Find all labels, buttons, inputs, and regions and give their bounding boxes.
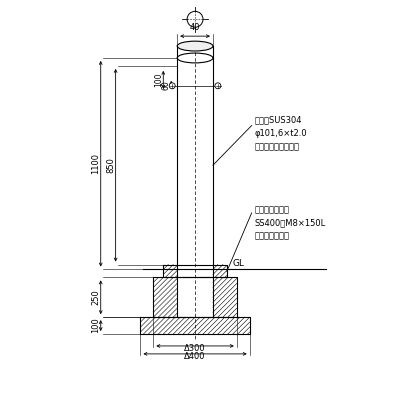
Ellipse shape — [177, 41, 213, 51]
Text: 40: 40 — [190, 23, 200, 32]
Text: Δ400: Δ400 — [184, 352, 206, 361]
Text: アンカーボルト
SS400　M8×150L
ユニクロメッキ: アンカーボルト SS400 M8×150L ユニクロメッキ — [255, 205, 326, 240]
Text: GL: GL — [233, 258, 245, 267]
Text: 支柱　SUS304
φ101,6×t2.0
ヘアーライン仕上げ: 支柱 SUS304 φ101,6×t2.0 ヘアーライン仕上げ — [255, 116, 307, 151]
Text: 250: 250 — [91, 290, 100, 305]
Text: 60: 60 — [162, 80, 171, 90]
Text: Δ300: Δ300 — [184, 344, 206, 353]
Text: 850: 850 — [106, 157, 115, 173]
Text: 1100: 1100 — [91, 153, 100, 174]
Circle shape — [169, 83, 175, 89]
Circle shape — [215, 83, 221, 89]
Text: 100: 100 — [91, 318, 100, 333]
Text: 100: 100 — [154, 73, 163, 87]
